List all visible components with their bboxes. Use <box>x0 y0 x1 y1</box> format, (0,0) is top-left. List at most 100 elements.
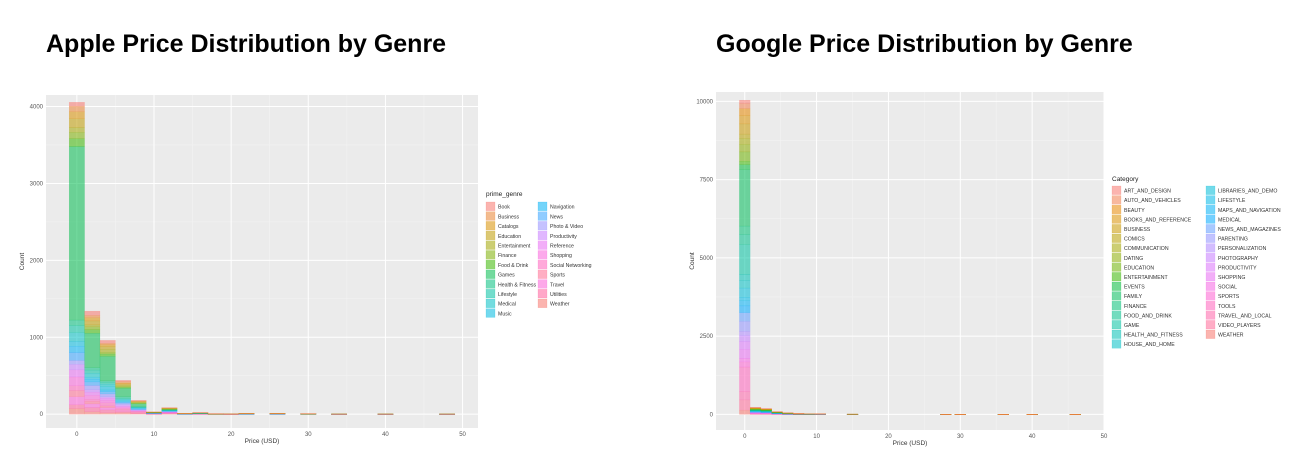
legend-label: VIDEO_PLAYERS <box>1218 323 1261 329</box>
bar-segment <box>84 399 101 402</box>
bar-segment <box>739 103 751 109</box>
apple-plot-panel <box>46 95 478 428</box>
legend-swatch <box>485 279 496 289</box>
bar-segment <box>130 403 147 407</box>
legend-swatch <box>537 230 548 241</box>
google-chart-title: Google Price Distribution by Genre <box>716 30 1133 58</box>
legend-swatch <box>485 230 496 241</box>
bar-segment <box>84 315 101 318</box>
legend-swatch <box>1111 214 1122 224</box>
legend-swatch <box>1205 204 1216 214</box>
legend-label: Productivity <box>550 234 577 240</box>
legend-swatch <box>485 221 496 231</box>
legend-label: TRAVEL_AND_LOCAL <box>1218 313 1272 319</box>
bar-segment <box>68 346 85 353</box>
bar-segment <box>99 340 116 344</box>
legend-label: News <box>550 214 563 220</box>
y-axis-label: Count <box>19 253 26 271</box>
bar-segment <box>84 407 101 412</box>
bar-segment <box>739 225 751 235</box>
bar-segment <box>84 391 101 396</box>
legend-swatch <box>1111 224 1122 234</box>
bar-segment <box>115 388 132 397</box>
legend-label: Education <box>498 234 521 240</box>
legend-label: Reference <box>550 243 574 249</box>
legend-swatch <box>1111 243 1122 253</box>
legend-label: Travel <box>550 282 564 288</box>
legend-swatch <box>1111 233 1122 243</box>
bar-segment <box>84 332 101 368</box>
bar-segment <box>68 364 85 371</box>
legend-label: PRODUCTIVITY <box>1218 265 1257 271</box>
bar-segment <box>68 360 85 365</box>
bar-segment <box>115 384 132 387</box>
legend-swatch <box>1111 339 1122 349</box>
legend-label: DATING <box>1124 256 1143 262</box>
bar-segment <box>739 331 751 336</box>
legend-swatch <box>485 211 496 221</box>
legend-swatch <box>1111 281 1122 291</box>
legend-swatch <box>1111 320 1122 330</box>
x-tick-label: 40 <box>1029 434 1036 440</box>
legend-label: Food & Drink <box>498 263 529 269</box>
bar-segment <box>115 383 132 386</box>
bar-segment <box>739 349 751 359</box>
legend-label: Weather <box>550 302 570 308</box>
legend-label: SPORTS <box>1218 294 1240 300</box>
bar-segment <box>739 300 751 307</box>
x-tick-label: 0 <box>743 434 747 440</box>
bar-segment <box>739 99 751 104</box>
bar-segment <box>99 393 116 397</box>
bar-segment <box>130 400 147 401</box>
bar-segment <box>84 401 101 405</box>
legend-swatch <box>1111 262 1122 272</box>
y-tick-label: 0 <box>40 412 44 418</box>
bar-segment <box>739 358 751 363</box>
legend-label: Music <box>498 311 512 317</box>
legend-title: Category <box>1112 176 1139 183</box>
legend-swatch <box>485 260 496 270</box>
bar-segment <box>739 409 751 415</box>
bar-segment <box>115 406 132 409</box>
bar-segment <box>84 320 101 326</box>
legend-label: HEALTH_AND_FITNESS <box>1124 333 1183 339</box>
legend-label: EVENTS <box>1124 285 1145 291</box>
bar-segment <box>99 407 116 411</box>
bar-segment <box>68 385 85 391</box>
legend-swatch <box>1205 301 1216 311</box>
bar-segment <box>739 108 751 116</box>
bar-segment <box>84 378 101 383</box>
bar-segment <box>739 151 751 162</box>
legend-swatch <box>1111 329 1122 339</box>
legend-swatch <box>1205 281 1216 291</box>
bar-segment <box>739 287 751 298</box>
y-tick-label: 5000 <box>700 256 714 262</box>
bar-segment <box>115 408 132 410</box>
bar-segment <box>739 274 751 281</box>
bar-segment <box>68 404 85 409</box>
y-tick-label: 1000 <box>30 335 44 341</box>
bar-segment <box>99 400 116 403</box>
legend-label: ENTERTAINMENT <box>1124 275 1168 281</box>
legend-label: Business <box>498 214 519 220</box>
bar-segment <box>99 412 116 415</box>
legend-swatch <box>537 260 548 270</box>
legend-swatch <box>1205 320 1216 330</box>
legend-swatch <box>1205 224 1216 234</box>
x-tick-label: 30 <box>305 432 312 438</box>
legend-swatch <box>537 201 548 211</box>
legend-swatch <box>1111 310 1122 320</box>
x-axis-label: Price (USD) <box>245 438 280 445</box>
legend-label: BEAUTY <box>1124 208 1145 214</box>
bar-segment <box>115 412 132 415</box>
x-axis-label: Price (USD) <box>893 440 928 447</box>
bar-segment <box>84 329 101 334</box>
legend-label: HOUSE_AND_HOME <box>1124 342 1175 348</box>
bar-segment <box>68 396 85 405</box>
x-tick-label: 50 <box>459 432 466 438</box>
legend-swatch <box>1205 214 1216 224</box>
legend-label: Sports <box>550 273 565 279</box>
legend-label: MAPS_AND_NAVIGATION <box>1218 208 1281 214</box>
bar-segment <box>68 102 85 107</box>
bar-segment <box>115 381 132 384</box>
